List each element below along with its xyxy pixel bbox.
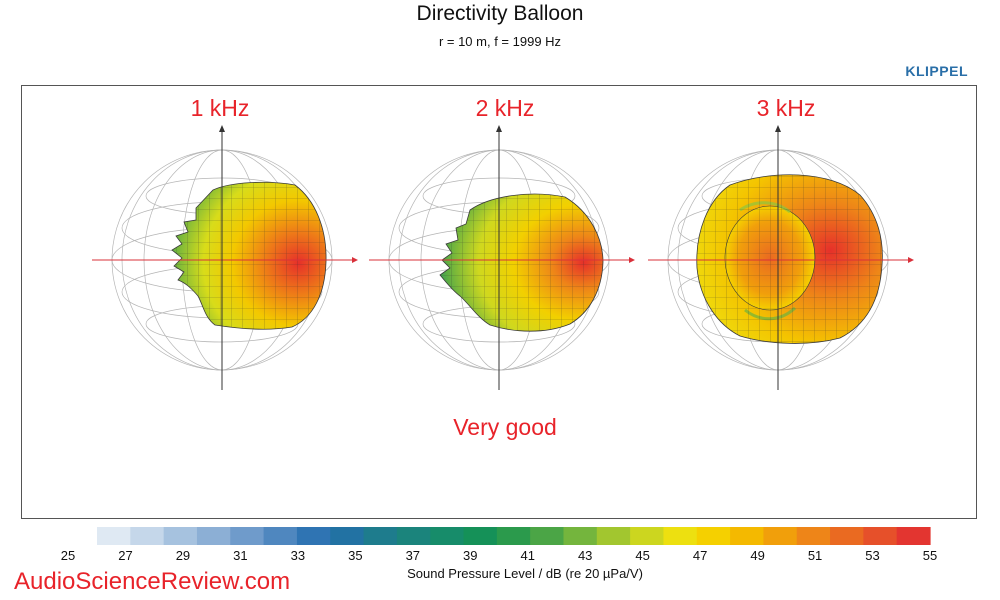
- plot-frame: [21, 85, 977, 519]
- colorbar-swatch: [496, 527, 531, 545]
- colorbar-tick-label: 53: [865, 548, 880, 563]
- colorbar-swatch: [163, 527, 198, 545]
- verdict-annotation: Very good: [453, 414, 557, 440]
- brand-logo: KLIPPEL: [905, 63, 968, 79]
- balloon-2khz: [369, 125, 635, 390]
- colorbar-swatch: [763, 527, 798, 545]
- colorbar-label: Sound Pressure Level / dB (re 20 µPa/V): [407, 566, 643, 581]
- colorbar-tick-label: 41: [520, 548, 535, 563]
- colorbar-swatch: [896, 527, 931, 545]
- colorbar-swatch: [463, 527, 498, 545]
- colorbar-swatch: [730, 527, 764, 545]
- colorbar-tick-label: 47: [692, 548, 708, 563]
- colorbar-tick-label: 43: [577, 548, 593, 563]
- colorbar-swatch: [563, 527, 598, 545]
- colorbar-swatch: [196, 527, 231, 545]
- colorbar-swatch: [97, 527, 131, 545]
- colorbar-tick-label: 33: [290, 548, 306, 563]
- chart-subtitle: r = 10 m, f = 1999 Hz: [438, 34, 562, 49]
- colorbar-swatch: [430, 527, 465, 545]
- balloon-3khz: [648, 125, 914, 390]
- colorbar-swatch: [863, 527, 898, 545]
- colorbar-swatch: [663, 527, 698, 545]
- colorbar-swatch: [396, 527, 431, 545]
- colorbar-swatch: [596, 527, 631, 545]
- colorbar-swatch: [263, 527, 298, 545]
- colorbar-tick-label: 25: [60, 548, 76, 563]
- colorbar-swatch: [530, 527, 565, 545]
- watermark: AudioScienceReview.com: [14, 568, 291, 595]
- colorbar-swatch: [230, 527, 265, 545]
- colorbar-tick-label: 45: [635, 548, 650, 563]
- colorbar-tick-label: 39: [463, 548, 478, 563]
- colorbar-tick-label: 37: [405, 548, 421, 563]
- panel-label-1khz: 1 kHz: [190, 95, 250, 121]
- colorbar-tick-label: 29: [175, 548, 191, 563]
- colorbar-swatch: [296, 527, 331, 545]
- colorbar-swatch: [130, 527, 165, 545]
- colorbar-swatch: [830, 527, 864, 545]
- colorbar-tick-label: 31: [233, 548, 248, 563]
- colorbar-swatch: [696, 527, 731, 545]
- chart-title: Directivity Balloon: [416, 2, 584, 25]
- panel-label-3khz: 3 kHz: [756, 95, 816, 121]
- panel-label-2khz: 2 kHz: [475, 95, 535, 121]
- colorbar-tick-label: 35: [348, 548, 363, 563]
- colorbar-swatch: [330, 527, 365, 545]
- colorbar-swatch: [630, 527, 665, 545]
- colorbar-tick-label: 27: [118, 548, 133, 563]
- balloon-1khz: [92, 125, 358, 390]
- colorbar-tick-label: 51: [807, 548, 823, 563]
- colorbar-tick-label: 49: [750, 548, 765, 563]
- colorbar-tick-label: 55: [922, 548, 938, 563]
- colorbar-swatch: [363, 527, 398, 545]
- colorbar-swatch: [796, 527, 831, 545]
